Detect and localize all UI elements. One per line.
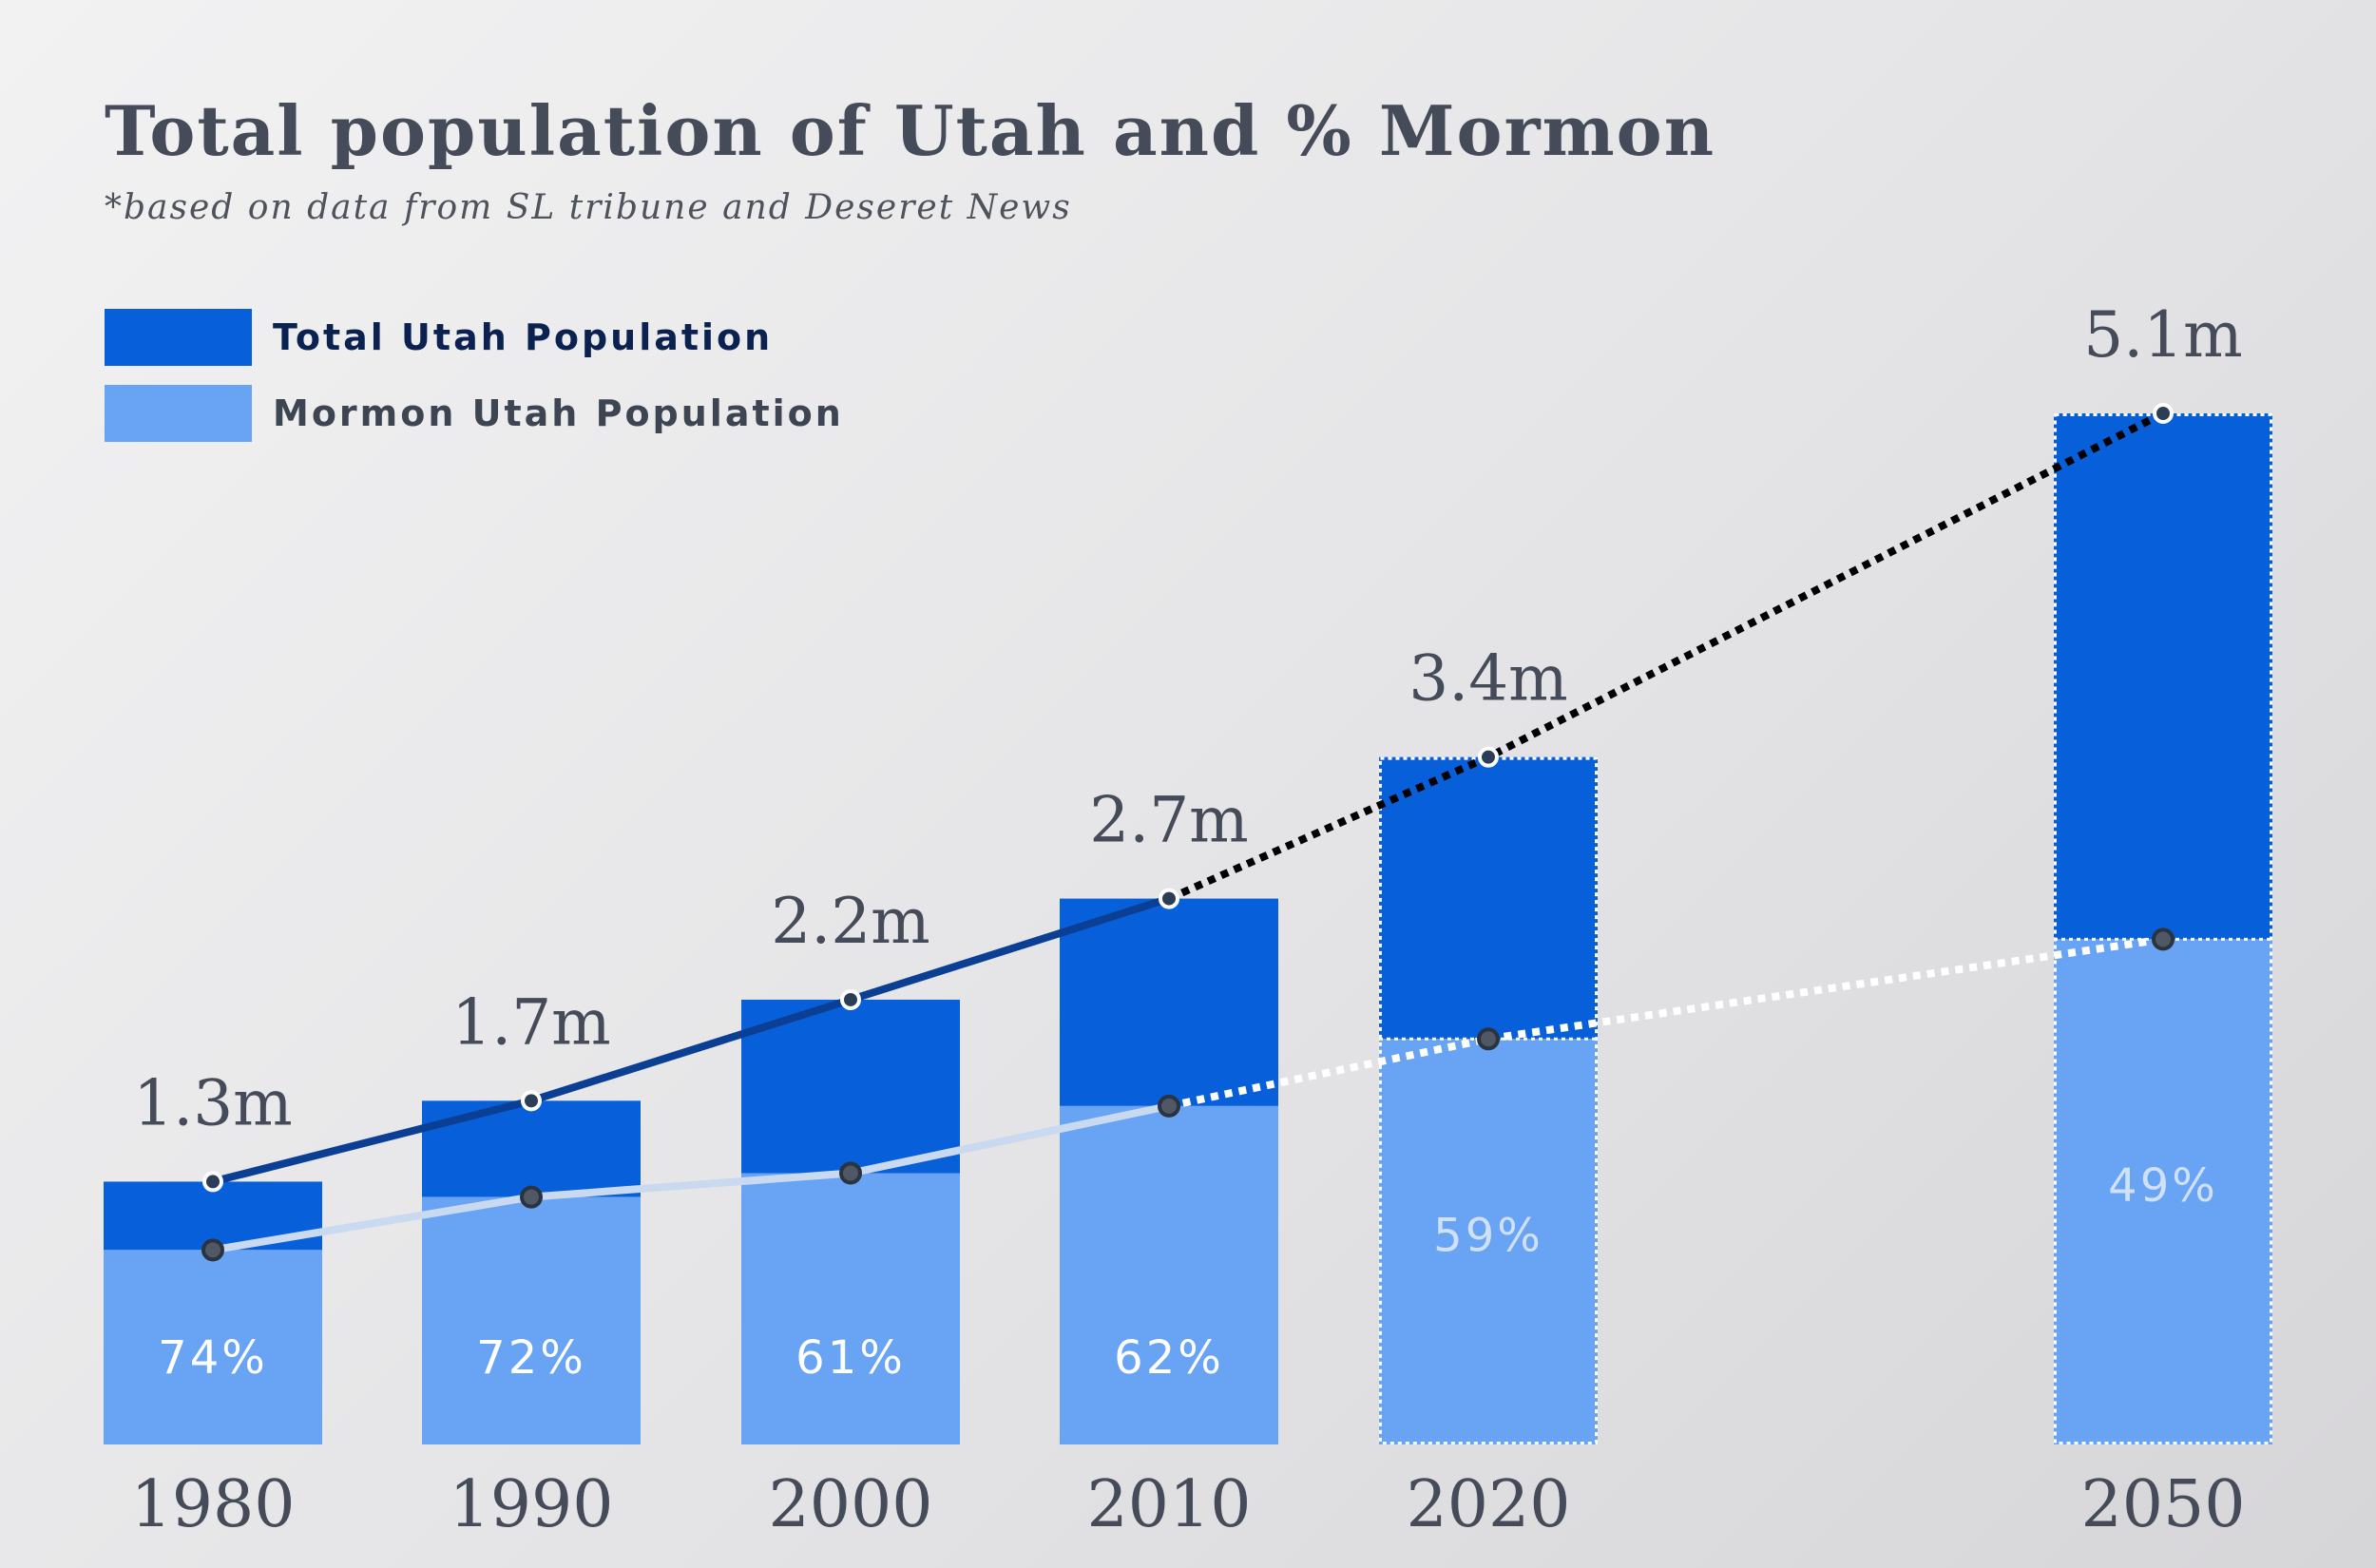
bar-total-1990 [422,1100,641,1197]
bar-mormon-2020 [1379,1039,1598,1444]
x-tick-label-2050: 2050 [2080,1467,2245,1542]
bar-total-2010 [1060,898,1278,1106]
point-total-2000 [840,988,861,1010]
x-tick-label-2000: 2000 [768,1467,932,1542]
data-label-total-2010: 2.7m [1089,784,1249,857]
data-label-percent-2020: 59% [1433,1210,1543,1263]
data-label-total-1990: 1.7m [451,985,611,1059]
bar-mormon-1990 [422,1196,641,1444]
data-label-percent-1980: 74% [158,1331,268,1385]
bar-total-2050 [2054,413,2272,940]
point-total-1980 [202,1171,223,1193]
bar-mormon-1980 [104,1250,322,1444]
line-mormon-projected [1168,935,2164,1110]
legend-swatch-total [105,309,252,366]
bar-mormon-2010 [1060,1105,1278,1444]
data-label-total-2050: 5.1m [2083,298,2243,372]
chart-title: Total population of Utah and % Mormon [105,90,1716,171]
point-mormon-2000 [839,1161,862,1185]
data-label-total-2020: 3.4m [1408,642,1568,716]
point-mormon-2020 [1477,1027,1500,1051]
legend-item-mormon: Mormon Utah Population [105,385,844,442]
bar-total-2000 [741,999,960,1174]
point-mormon-2050 [2152,927,2175,951]
point-mormon-2010 [1158,1094,1180,1118]
line-total-projected [1167,410,2165,903]
legend-label-mormon: Mormon Utah Population [273,392,844,434]
legend-label-total: Total Utah Population [273,316,774,358]
legend-swatch-mormon [105,385,252,442]
point-mormon-1980 [201,1238,224,1262]
bar-total-2020 [1379,756,1598,1040]
x-tick-label-1990: 1990 [449,1467,613,1542]
data-label-percent-2050: 49% [2108,1159,2218,1213]
line-total-actual [209,894,1173,1186]
data-label-percent-2000: 61% [795,1331,906,1385]
bar-mormon-2000 [741,1173,960,1444]
line-mormon-actual [209,1101,1173,1254]
point-total-2050 [2153,403,2174,424]
point-total-2020 [1478,746,1499,768]
point-total-1990 [521,1090,542,1112]
point-mormon-1990 [520,1185,543,1209]
data-label-total-2000: 2.2m [771,885,930,958]
chart-subtitle: *based on data from SL tribune and Deser… [105,188,1072,227]
x-tick-label-2010: 2010 [1086,1467,1251,1542]
legend-item-total: Total Utah Population [105,309,844,366]
data-label-percent-2010: 62% [1114,1331,1224,1385]
x-tick-label-2020: 2020 [1406,1467,1570,1542]
bar-mormon-2050 [2054,939,2272,1444]
legend: Total Utah Population Mormon Utah Popula… [105,309,844,461]
data-label-total-1980: 1.3m [133,1066,293,1139]
x-tick-label-1980: 1980 [130,1467,295,1542]
data-label-percent-1990: 72% [476,1331,586,1385]
point-total-2010 [1159,888,1179,909]
